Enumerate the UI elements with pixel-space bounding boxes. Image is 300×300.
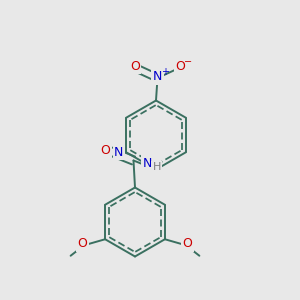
Text: O: O: [130, 60, 140, 73]
Text: O: O: [175, 60, 185, 73]
Text: N: N: [153, 70, 162, 83]
Text: O: O: [78, 237, 88, 250]
Text: +: +: [161, 67, 169, 77]
Text: O: O: [182, 237, 192, 250]
Text: H: H: [153, 162, 161, 172]
Text: O: O: [101, 143, 110, 157]
Text: N: N: [114, 146, 123, 159]
Text: N: N: [143, 157, 152, 170]
Text: −: −: [184, 57, 193, 68]
